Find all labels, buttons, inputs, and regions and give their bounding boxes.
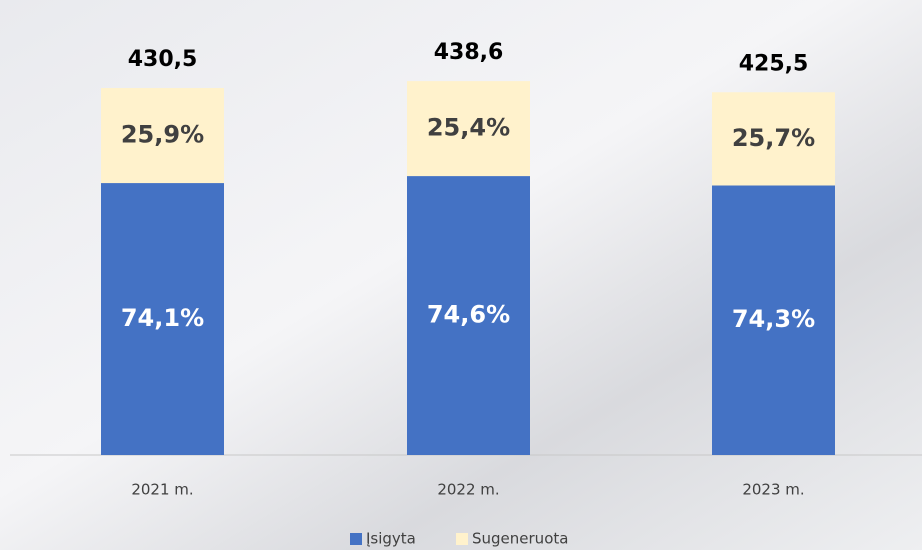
- data-label: 74,1%: [121, 304, 204, 332]
- data-label: 25,7%: [732, 124, 815, 152]
- bar-segment: [712, 185, 835, 455]
- bar-segment: [407, 176, 530, 456]
- data-label: 74,3%: [732, 305, 815, 333]
- x-tick-label: 2023 m.: [742, 481, 804, 499]
- bar-segment: [101, 183, 224, 456]
- total-label: 438,6: [434, 40, 504, 65]
- x-tick-label: 2021 m.: [131, 481, 193, 499]
- data-label: 25,9%: [121, 121, 204, 149]
- legend-swatch: [456, 533, 468, 545]
- total-label: 425,5: [739, 51, 809, 76]
- total-label: 430,5: [128, 47, 198, 72]
- bar-segment: [407, 81, 530, 177]
- data-label: 25,4%: [427, 114, 510, 142]
- legend-swatch: [350, 533, 362, 545]
- data-label: 74,6%: [427, 301, 510, 329]
- legend-label: Sugeneruota: [472, 530, 568, 548]
- legend-label: Įsigyta: [366, 530, 416, 548]
- bar-segment: [712, 92, 835, 186]
- bar-segment: [101, 87, 224, 184]
- x-tick-label: 2022 m.: [437, 481, 499, 499]
